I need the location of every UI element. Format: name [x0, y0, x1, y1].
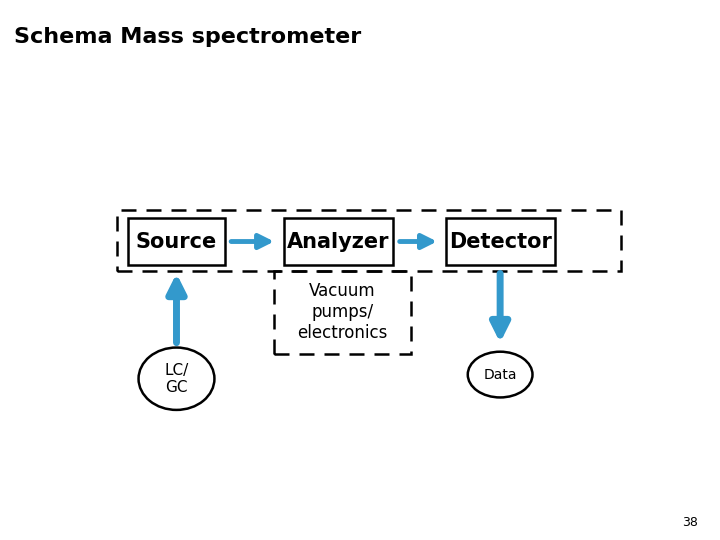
Bar: [274, 271, 411, 354]
Bar: [284, 218, 392, 266]
Text: LC/
GC: LC/ GC: [164, 362, 189, 395]
Text: Detector: Detector: [449, 232, 552, 252]
Bar: [446, 218, 554, 266]
Text: Schema Mass spectrometer: Schema Mass spectrometer: [14, 27, 361, 47]
Bar: [127, 218, 225, 266]
Bar: [117, 210, 621, 271]
Text: Analyzer: Analyzer: [287, 232, 390, 252]
Text: 38: 38: [683, 516, 698, 529]
Text: Vacuum
pumps/
electronics: Vacuum pumps/ electronics: [297, 282, 387, 342]
Ellipse shape: [138, 348, 215, 410]
Ellipse shape: [468, 352, 533, 397]
Text: Source: Source: [136, 232, 217, 252]
Text: Data: Data: [483, 368, 517, 382]
